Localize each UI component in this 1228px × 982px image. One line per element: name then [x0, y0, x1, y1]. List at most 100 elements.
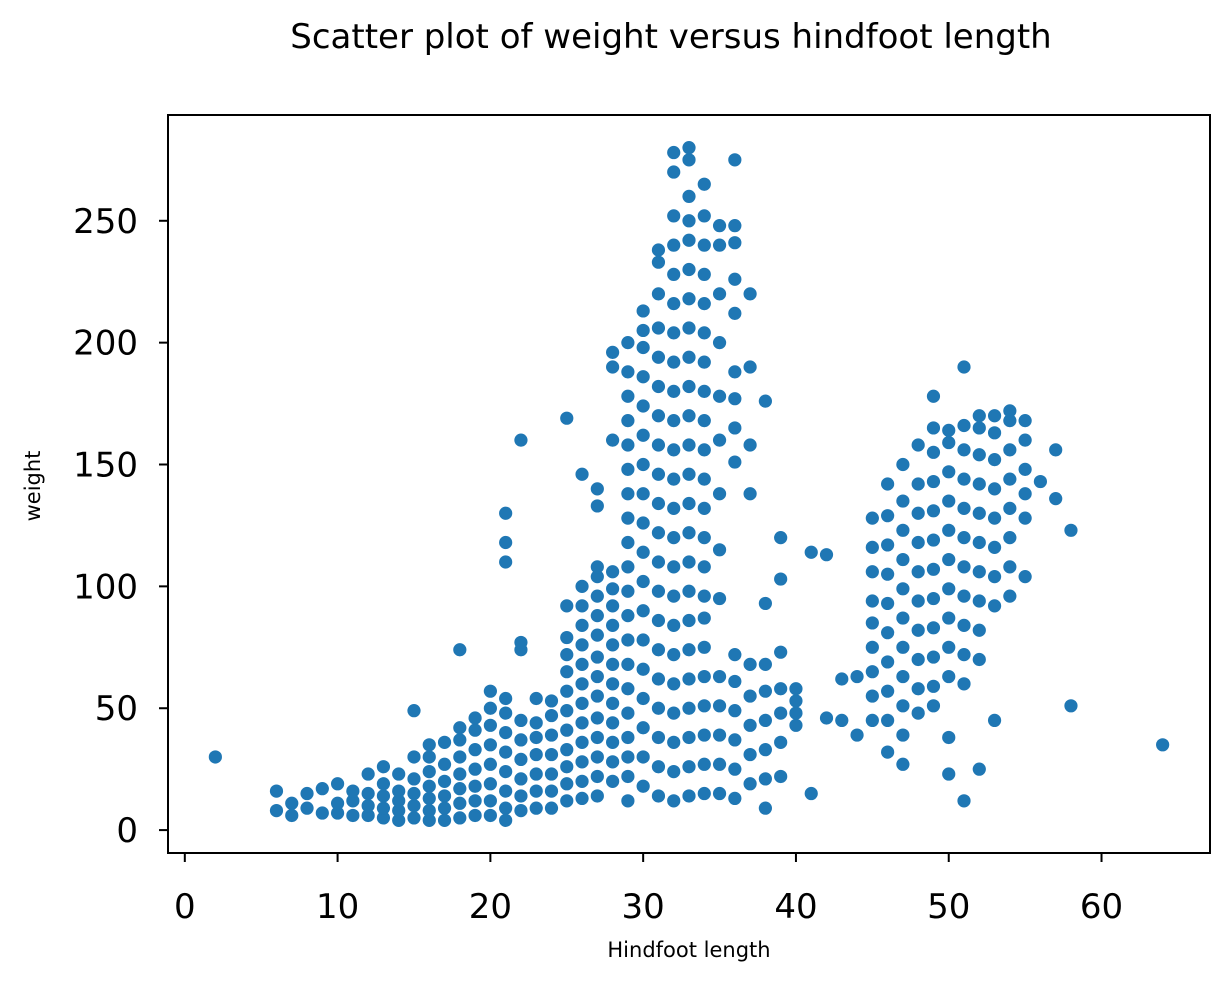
data-point [942, 465, 956, 479]
data-point [636, 604, 650, 618]
data-point [422, 813, 436, 827]
data-point [682, 292, 696, 306]
data-point [407, 786, 421, 801]
data-point [774, 735, 788, 749]
data-point [590, 570, 604, 584]
data-point [728, 674, 742, 689]
data-point [636, 721, 650, 735]
data-point [804, 786, 818, 801]
x-tick-label: 50 [927, 887, 970, 927]
data-point [667, 794, 681, 808]
data-point [758, 713, 772, 728]
data-point [499, 726, 513, 740]
data-point [514, 772, 528, 786]
data-point [896, 494, 910, 508]
y-tick-label: 0 [116, 811, 138, 851]
data-point [651, 643, 666, 657]
data-point [911, 535, 925, 550]
data-point [942, 669, 956, 684]
data-point [682, 701, 696, 715]
data-point [697, 384, 711, 398]
data-point [651, 789, 666, 803]
data-point [483, 684, 497, 698]
data-point [1018, 511, 1032, 525]
data-point [468, 808, 482, 823]
data-point [575, 618, 589, 632]
data-point [514, 803, 528, 818]
data-point [957, 418, 971, 433]
data-point [560, 794, 574, 808]
data-point [667, 531, 681, 545]
y-tick-label: 250 [73, 202, 138, 242]
data-point [269, 803, 284, 818]
data-point [590, 482, 604, 496]
data-point [575, 677, 589, 691]
data-point [606, 774, 620, 788]
data-point [437, 774, 452, 788]
data-point [330, 796, 345, 810]
data-point [758, 801, 772, 815]
data-point [682, 555, 696, 569]
data-point [881, 713, 895, 728]
data-point [560, 684, 574, 698]
data-point [422, 779, 436, 793]
data-point [758, 657, 772, 671]
data-point [712, 389, 727, 403]
data-point [621, 706, 635, 720]
data-point [575, 735, 589, 749]
data-point [697, 472, 711, 486]
data-point [896, 457, 910, 472]
data-point [728, 762, 742, 776]
data-point [972, 535, 986, 550]
data-point [728, 648, 742, 662]
data-point [682, 789, 696, 803]
data-point [621, 487, 635, 501]
data-point [728, 733, 742, 747]
data-point [942, 494, 956, 508]
data-point [453, 750, 467, 764]
data-point [590, 650, 604, 664]
data-point [499, 691, 513, 706]
data-point [667, 443, 681, 457]
data-point [942, 552, 956, 567]
data-point [606, 638, 620, 652]
data-point [957, 648, 971, 662]
data-point [682, 643, 696, 657]
data-point [697, 209, 711, 223]
data-point [437, 789, 452, 803]
data-point [590, 499, 604, 513]
data-point [407, 799, 421, 813]
data-point [682, 379, 696, 394]
data-point [636, 323, 650, 338]
plot-area-frame [167, 114, 1211, 854]
data-point [926, 699, 941, 713]
data-point [575, 599, 589, 613]
data-point [728, 219, 742, 233]
data-point [1064, 699, 1078, 713]
data-point [774, 769, 788, 784]
data-point [728, 421, 742, 435]
data-point [651, 255, 666, 269]
data-point [682, 438, 696, 452]
data-point [590, 711, 604, 725]
data-point [972, 409, 986, 423]
data-point [606, 677, 620, 691]
data-point [896, 669, 910, 684]
data-point [636, 428, 650, 442]
x-tick-label: 10 [316, 887, 359, 927]
data-point [621, 609, 635, 623]
data-point [667, 326, 681, 340]
data-point [376, 801, 391, 815]
data-point [621, 389, 635, 403]
data-point [743, 360, 757, 374]
data-point [606, 582, 620, 596]
data-point [621, 750, 635, 764]
data-point [972, 652, 986, 667]
data-point [926, 421, 941, 435]
data-point [514, 713, 528, 728]
data-point [850, 669, 864, 684]
data-point [636, 457, 650, 472]
data-point [606, 345, 620, 359]
data-point [606, 657, 620, 671]
data-point [712, 287, 727, 301]
